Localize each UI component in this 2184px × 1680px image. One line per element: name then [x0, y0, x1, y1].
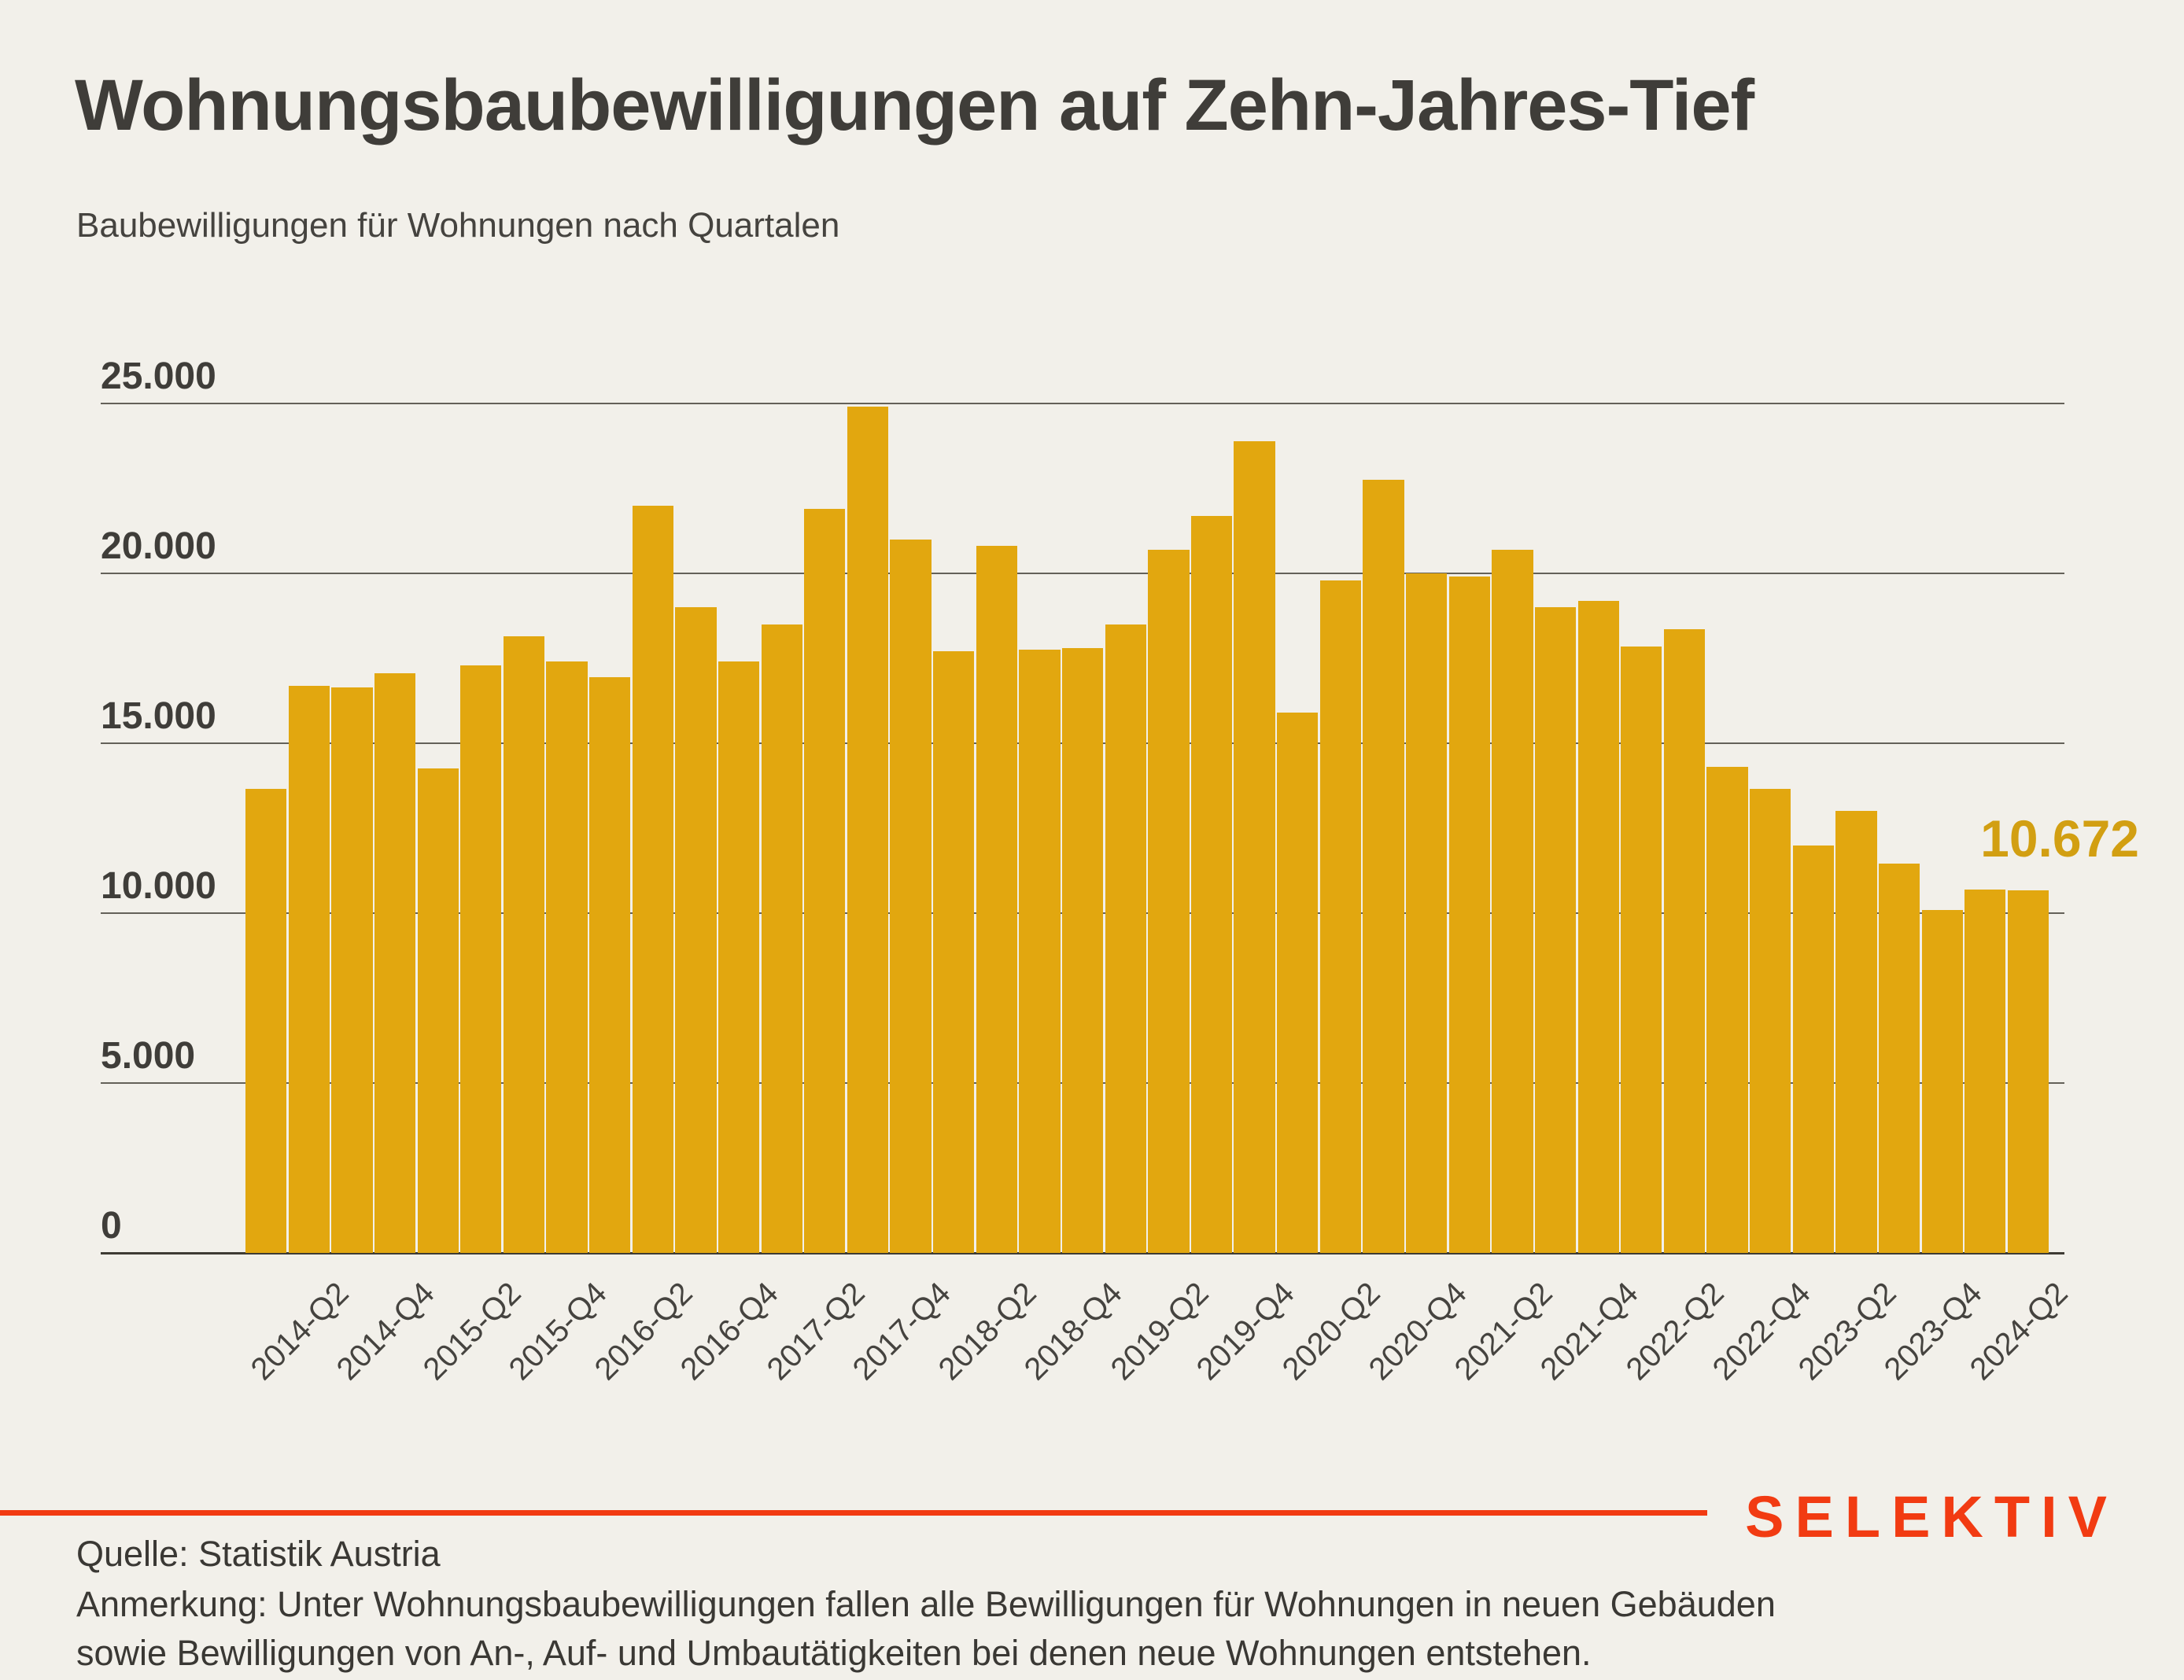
bar — [1492, 549, 1533, 1253]
bar — [1792, 845, 1834, 1253]
bar — [1534, 607, 1577, 1253]
ytick-label: 5.000 — [101, 1035, 196, 1077]
page-title: Wohnungsbaubewilligungen auf Zehn-Jahres… — [75, 65, 1754, 146]
bar — [1663, 629, 1706, 1253]
bar — [1750, 789, 1791, 1253]
bar — [1234, 440, 1275, 1253]
bar — [675, 607, 717, 1253]
selektiv-logo: SELEKTIV — [1745, 1484, 2118, 1549]
bar — [1319, 580, 1362, 1253]
ytick-label: 0 — [101, 1205, 122, 1247]
ytick-label: 25.000 — [101, 356, 216, 397]
bar — [1964, 889, 2006, 1253]
bar — [1406, 573, 1448, 1253]
bar — [1577, 600, 1619, 1253]
bar — [1621, 646, 1662, 1253]
bar — [1190, 515, 1233, 1253]
bar — [890, 539, 932, 1253]
bar — [1148, 549, 1190, 1253]
bar — [1448, 577, 1490, 1253]
bar — [1835, 811, 1877, 1253]
ytick-label: 10.000 — [101, 865, 216, 907]
bar — [288, 685, 330, 1253]
bar — [460, 665, 502, 1253]
x-axis-baseline — [101, 1252, 2064, 1254]
note-line-1: Anmerkung: Unter Wohnungsbaubewilligunge… — [76, 1584, 1776, 1624]
bar — [1363, 480, 1404, 1253]
bar — [2007, 890, 2049, 1253]
gridline — [101, 403, 2064, 404]
bar — [1061, 648, 1104, 1253]
page-subtitle: Baubewilligungen für Wohnungen nach Quar… — [76, 206, 840, 245]
bar — [718, 661, 760, 1253]
bar — [1878, 864, 1920, 1253]
bar — [1706, 767, 1748, 1253]
bar — [374, 673, 416, 1253]
bar — [546, 661, 588, 1253]
bar — [1019, 650, 1061, 1253]
bar — [804, 508, 846, 1253]
source-text: Quelle: Statistik Austria — [76, 1534, 441, 1574]
bar — [761, 624, 802, 1253]
bar — [417, 768, 459, 1253]
gridline — [101, 573, 2064, 574]
bar — [503, 636, 545, 1253]
bar — [632, 505, 673, 1253]
bar — [933, 651, 975, 1253]
value-annotation: 10.672 — [1980, 809, 2139, 868]
bar — [589, 676, 631, 1253]
bar — [1105, 624, 1146, 1253]
bar — [1277, 713, 1319, 1253]
ytick-label: 15.000 — [101, 695, 216, 737]
bar — [976, 546, 1017, 1253]
note-line-2: sowie Bewilligungen von An-, Auf- und Um… — [76, 1633, 1592, 1673]
footer-divider — [0, 1510, 1707, 1516]
bar — [1921, 909, 1963, 1253]
ytick-label: 20.000 — [101, 525, 216, 567]
bar — [331, 687, 373, 1253]
bar — [847, 407, 889, 1253]
bar — [245, 789, 287, 1253]
